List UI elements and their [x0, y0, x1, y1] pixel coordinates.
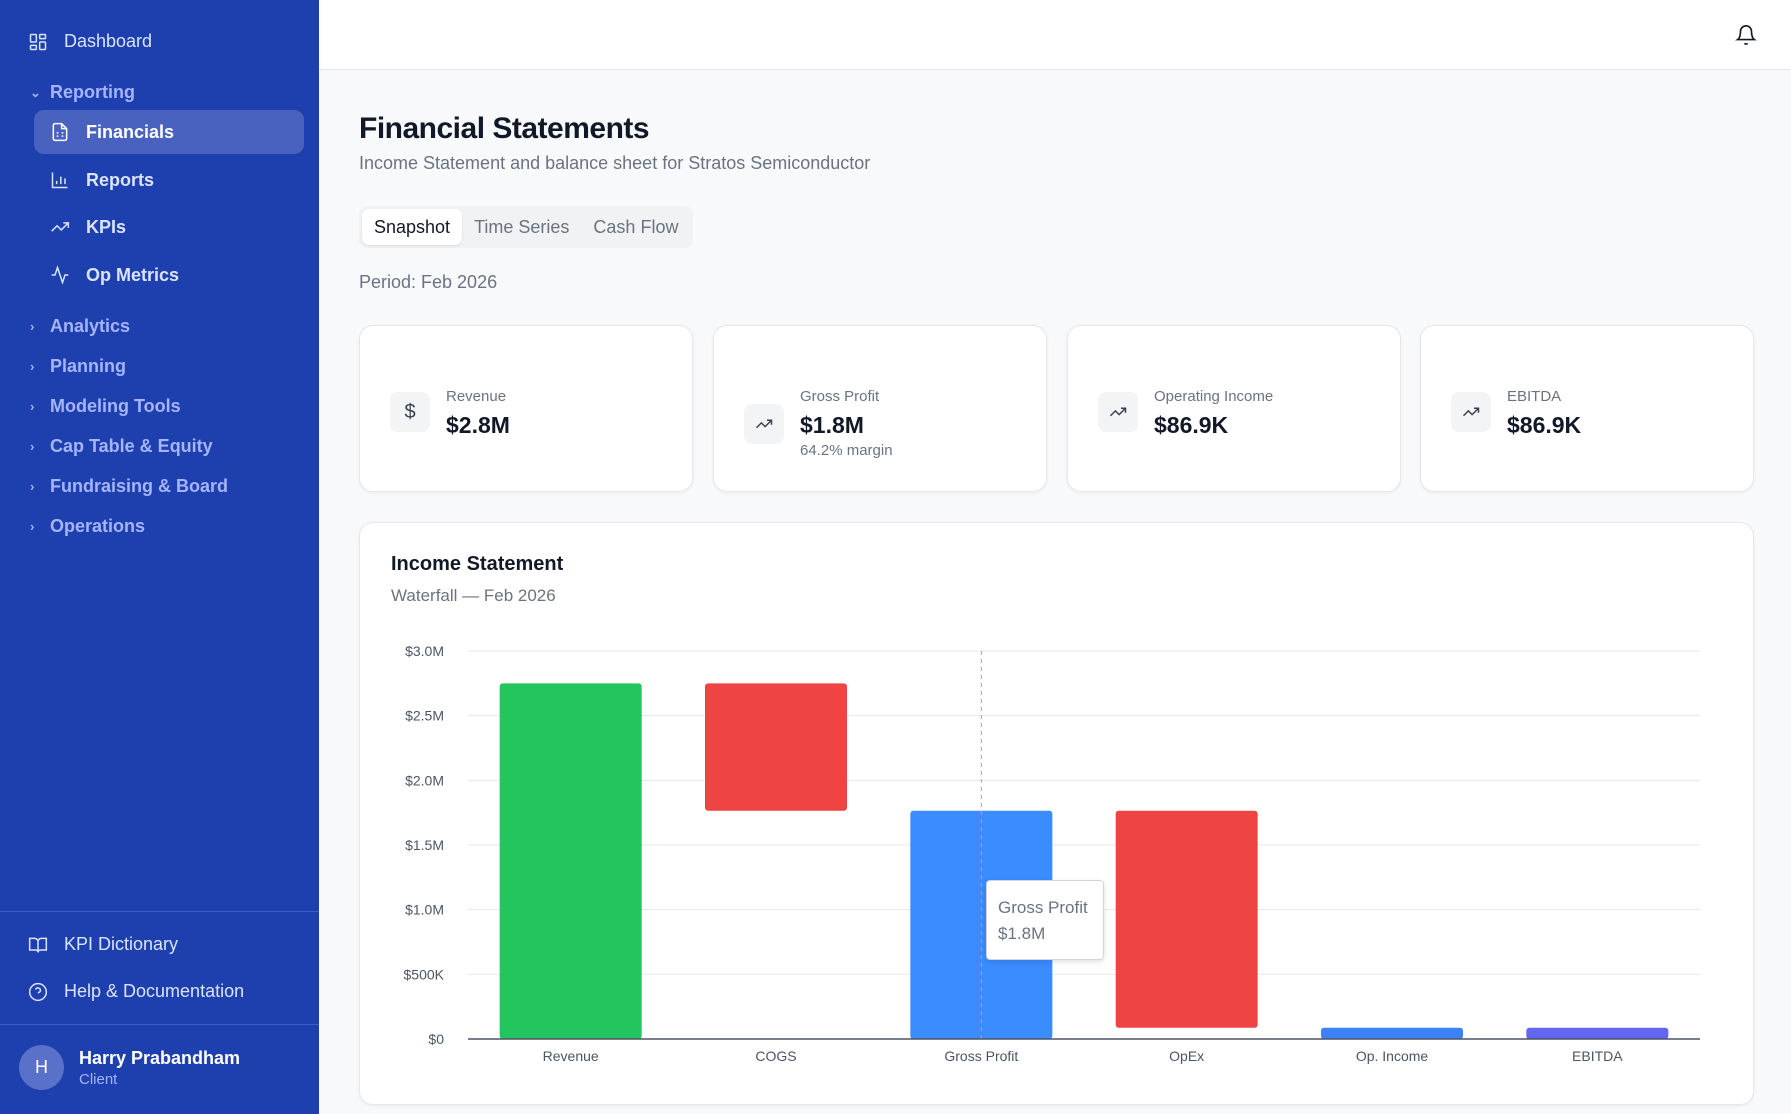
- file-spreadsheet-icon: [52, 122, 68, 142]
- sidebar-item-kpi-dictionary[interactable]: KPI Dictionary: [28, 934, 178, 955]
- sidebar-group-planning[interactable]: › Planning: [30, 356, 126, 377]
- sidebar-item-label: KPIs: [86, 216, 127, 237]
- dollar-icon: $: [390, 392, 430, 432]
- chevron-right-icon: ›: [30, 319, 35, 334]
- kpi-label: Revenue: [446, 388, 507, 405]
- chevron-right-icon: ›: [30, 519, 35, 534]
- bar-cogs: [705, 683, 847, 811]
- sidebar-divider: [0, 911, 319, 912]
- bar-ebitda: [1526, 1027, 1669, 1039]
- bar-chart-icon: [51, 172, 68, 189]
- y-tick-label: $2.5M: [405, 708, 444, 724]
- trending-up-icon: [1451, 392, 1491, 432]
- chevron-right-icon: ›: [30, 439, 35, 454]
- kpi-label: Operating Income: [1154, 388, 1274, 405]
- period-label: Period: Feb 2026: [359, 272, 498, 292]
- sidebar-item-help[interactable]: Help & Documentation: [28, 981, 244, 1002]
- x-tick-label: Revenue: [543, 1048, 599, 1064]
- x-tick-label: Gross Profit: [944, 1048, 1018, 1064]
- book-open-icon: [28, 937, 48, 953]
- kpi-card-operating-income: Operating Income $86.9K: [1067, 325, 1401, 492]
- kpi-value: $2.8M: [446, 412, 510, 438]
- sidebar-item-label: Op Metrics: [86, 264, 180, 285]
- user-name: Harry Prabandham: [79, 1048, 241, 1068]
- x-tick-label: Op. Income: [1356, 1048, 1429, 1064]
- tab-snapshot[interactable]: Snapshot: [362, 209, 463, 245]
- sidebar-group-label: Fundraising & Board: [50, 476, 229, 496]
- kpi-card-gross-profit: Gross Profit $1.8M 64.2% margin: [713, 325, 1047, 492]
- chart-tooltip: Gross Profit $1.8M: [986, 880, 1104, 960]
- sidebar-group-modeling-tools[interactable]: › Modeling Tools: [30, 396, 181, 417]
- sidebar-item-label: Reports: [86, 169, 155, 190]
- kpi-value: $86.9K: [1507, 412, 1582, 438]
- kpi-label: Gross Profit: [800, 388, 880, 405]
- y-tick-label: $2.0M: [405, 772, 444, 788]
- avatar[interactable]: H: [19, 1045, 64, 1090]
- trending-up-icon: [51, 222, 70, 232]
- sidebar-item-label: KPI Dictionary: [64, 934, 179, 954]
- sidebar-group-operations[interactable]: › Operations: [30, 516, 145, 537]
- kpi-label: EBITDA: [1507, 388, 1562, 405]
- y-tick-label: $3.0M: [405, 643, 444, 659]
- income-statement-card: Income Statement Waterfall — Feb 2026 $0…: [359, 522, 1754, 1105]
- y-tick-label: $1.0M: [405, 902, 444, 918]
- activity-icon: [51, 265, 69, 285]
- sidebar-item-financials[interactable]: Financials: [34, 110, 304, 154]
- sidebar-group-cap-table[interactable]: › Cap Table & Equity: [30, 436, 213, 457]
- bar-op-income: [1321, 1027, 1463, 1039]
- chevron-right-icon: ›: [30, 399, 35, 414]
- page-title: Financial Statements: [359, 112, 650, 145]
- sidebar-group-reporting[interactable]: ⌄ Reporting: [30, 82, 135, 103]
- sidebar-item-label: Financials: [86, 121, 175, 142]
- tooltip-label: Gross Profit: [998, 898, 1088, 917]
- dashboard-grid-icon: [29, 33, 47, 50]
- sidebar-item-reports[interactable]: Reports: [34, 158, 304, 202]
- y-tick-label: $500K: [404, 966, 445, 982]
- sidebar-item-label: Help & Documentation: [64, 981, 245, 1001]
- x-tick-label: EBITDA: [1572, 1048, 1623, 1064]
- kpi-card-ebitda: EBITDA $86.9K: [1420, 325, 1754, 492]
- page-subtitle: Income Statement and balance sheet for S…: [359, 153, 871, 173]
- sidebar-group-fundraising[interactable]: › Fundraising & Board: [30, 476, 228, 497]
- sidebar-item-op-metrics[interactable]: Op Metrics: [34, 253, 304, 297]
- chart-subtitle: Waterfall — Feb 2026: [391, 586, 556, 605]
- trending-up-icon: [744, 404, 784, 444]
- x-tick-label: COGS: [755, 1048, 796, 1064]
- kpi-value: $1.8M: [800, 412, 864, 438]
- kpi-value: $86.9K: [1154, 412, 1229, 438]
- y-tick-label: $1.5M: [405, 837, 444, 853]
- tab-cash-flow[interactable]: Cash Flow: [593, 216, 679, 237]
- sidebar-group-label: Analytics: [50, 316, 131, 336]
- user-role: Client: [79, 1071, 118, 1088]
- bell-icon[interactable]: [1735, 24, 1757, 46]
- sidebar-group-label: Modeling Tools: [50, 396, 181, 416]
- bar-revenue: [499, 683, 642, 1039]
- sidebar: Dashboard ⌄ Reporting Financials Reports…: [0, 0, 319, 1114]
- sidebar-group-analytics[interactable]: › Analytics: [30, 316, 130, 337]
- sidebar-item-kpis[interactable]: KPIs: [34, 205, 304, 249]
- x-tick-label: OpEx: [1169, 1048, 1204, 1064]
- sidebar-group-label: Operations: [50, 516, 146, 536]
- view-tabs: Snapshot Time Series Cash Flow: [359, 206, 694, 248]
- kpi-card-revenue: $ Revenue $2.8M: [359, 325, 693, 492]
- sidebar-item-label: Dashboard: [64, 31, 153, 51]
- sidebar-group-label: Planning: [50, 356, 126, 376]
- tooltip-value: $1.8M: [998, 924, 1046, 943]
- waterfall-chart: $0 $500K $1.0M $1.5M $2.0M $2.5M $3.0M Revenue C…: [404, 643, 1700, 1064]
- chart-title: Income Statement: [391, 553, 564, 575]
- kpi-note: 64.2% margin: [800, 442, 893, 459]
- y-tick-label: $0: [428, 1031, 444, 1047]
- sidebar-divider: [0, 1024, 319, 1025]
- trending-up-icon: [1098, 392, 1138, 432]
- sidebar-item-dashboard[interactable]: Dashboard: [28, 31, 152, 52]
- chevron-down-icon: ⌄: [30, 84, 41, 100]
- bar-opex: [1115, 810, 1258, 1028]
- chevron-right-icon: ›: [30, 359, 35, 374]
- help-circle-icon: [28, 982, 48, 1001]
- tab-time-series[interactable]: Time Series: [474, 216, 570, 237]
- chevron-right-icon: ›: [30, 479, 35, 494]
- sidebar-group-label: Cap Table & Equity: [50, 436, 213, 456]
- top-bar: [319, 0, 1791, 70]
- sidebar-group-label: Reporting: [50, 82, 135, 102]
